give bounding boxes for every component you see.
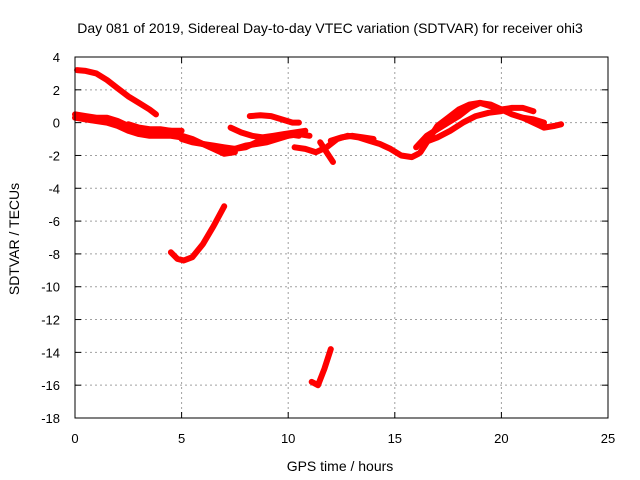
series-arc-13 <box>421 108 505 146</box>
series-arc-10 <box>327 132 377 144</box>
y-axis-title: SDTVAR / TECUs <box>6 183 22 295</box>
series-arc-9 <box>317 139 336 165</box>
y-tick-label: -14 <box>41 345 60 360</box>
series-arc-16 <box>308 346 334 389</box>
y-tick-label: -16 <box>41 378 60 393</box>
y-tick-label: -18 <box>41 411 60 426</box>
y-tick-label: -4 <box>48 181 60 196</box>
plot-frame <box>74 56 609 419</box>
y-tick-label: -12 <box>41 313 60 328</box>
x-tick-label: 10 <box>281 431 295 446</box>
y-tick-label: -6 <box>48 214 60 229</box>
x-tick-label: 15 <box>388 431 402 446</box>
y-tick-label: -8 <box>48 247 60 262</box>
y-tick-label: 0 <box>53 116 60 131</box>
grid-lines <box>75 57 608 418</box>
series-arc-14 <box>519 114 565 131</box>
y-tick-label: 4 <box>53 50 60 65</box>
x-tick-label: 0 <box>71 431 78 446</box>
series-arc-7 <box>246 112 302 126</box>
series-arc-1 <box>74 67 159 118</box>
y-tick-label: -10 <box>41 280 60 295</box>
x-axis-title: GPS time / hours <box>287 458 394 474</box>
series-arc-6 <box>227 124 309 141</box>
y-tick-label: 2 <box>53 83 60 98</box>
chart-title: Day 081 of 2019, Sidereal Day-to-day VTE… <box>77 20 583 36</box>
x-tick-label: 20 <box>494 431 508 446</box>
series-arc-15 <box>167 203 228 264</box>
y-tick-label: -2 <box>48 148 60 163</box>
x-tick-label: 5 <box>178 431 185 446</box>
x-tick-label: 25 <box>601 431 615 446</box>
series-layer <box>72 67 565 389</box>
